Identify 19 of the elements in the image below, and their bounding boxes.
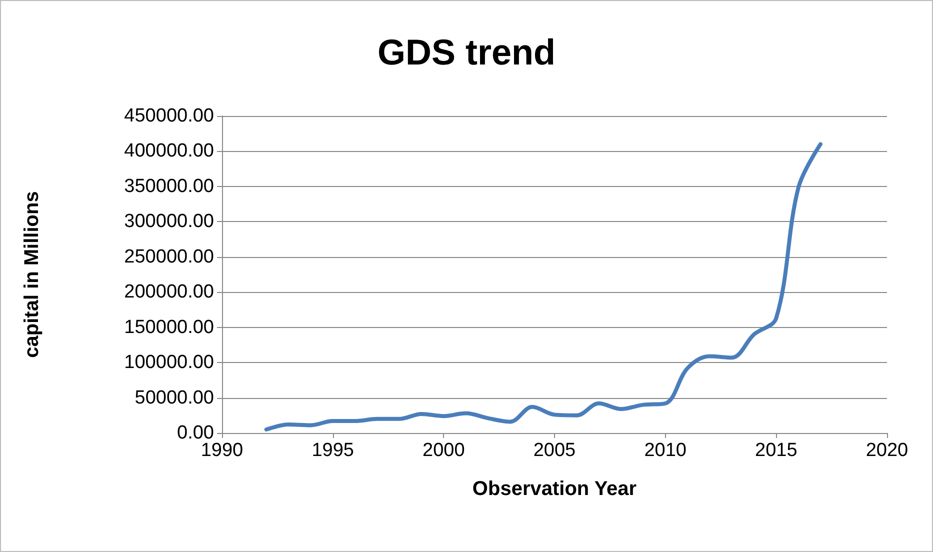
y-tick-label: 200000.00 bbox=[124, 282, 214, 303]
x-axis-title: Observation Year bbox=[472, 478, 637, 500]
x-tick-label: 2015 bbox=[755, 440, 798, 461]
y-tick-label: 250000.00 bbox=[124, 246, 214, 268]
x-tick-label: 2020 bbox=[866, 440, 908, 461]
y-tick-label: 100000.00 bbox=[124, 352, 214, 374]
y-axis-title: capital in Millions bbox=[21, 191, 43, 358]
x-tick-label: 1995 bbox=[312, 440, 354, 461]
x-tick-label: 2010 bbox=[644, 440, 686, 461]
y-tick-label: 400000.00 bbox=[124, 140, 214, 162]
y-tick-label: 450000.00 bbox=[124, 106, 214, 126]
x-tick-label: 2005 bbox=[533, 440, 576, 461]
y-tick-label: 50000.00 bbox=[134, 387, 214, 408]
line-series bbox=[264, 142, 822, 432]
y-tick-label: 150000.00 bbox=[124, 316, 214, 338]
y-tick-label: 350000.00 bbox=[124, 176, 214, 197]
y-tick-label: 300000.00 bbox=[124, 211, 214, 232]
chart-title: GDS trend bbox=[377, 32, 556, 72]
x-tick-label: 2000 bbox=[422, 440, 465, 461]
